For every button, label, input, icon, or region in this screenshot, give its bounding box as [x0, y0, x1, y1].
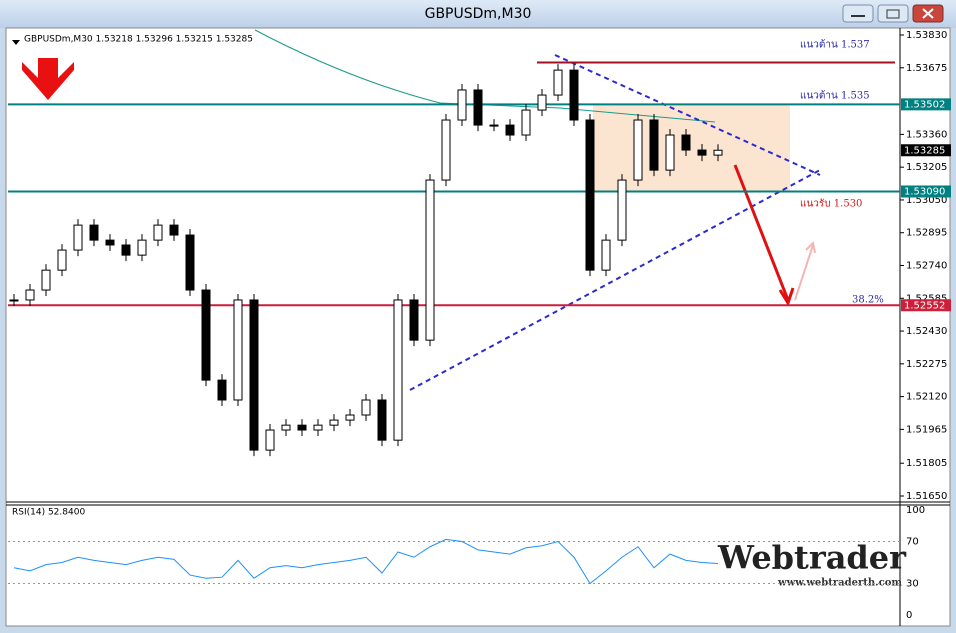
rsi-label: RSI(14) 52.8400	[12, 508, 85, 518]
price-label-box	[901, 98, 951, 111]
candle-body	[265, 429, 275, 451]
candle-body	[697, 149, 707, 156]
candle-body	[345, 414, 355, 421]
candle-body	[25, 289, 35, 301]
candle-body	[681, 134, 691, 151]
price-label-box	[901, 144, 951, 157]
candle-body	[233, 299, 243, 401]
candle-body	[41, 269, 51, 291]
candle-body	[521, 109, 531, 136]
y-tick-label: 1.52895	[906, 228, 947, 239]
candle-body	[329, 419, 339, 426]
candle-body	[425, 179, 435, 341]
y-tick-label: 1.52120	[906, 392, 947, 403]
rsi-tick-label: 70	[906, 537, 919, 548]
candle-body	[409, 299, 419, 341]
y-tick-label: 1.51805	[906, 458, 947, 469]
rsi-tick-label: 100	[906, 505, 925, 516]
candle-body	[473, 89, 483, 126]
candle-body	[105, 239, 115, 246]
y-tick-label: 1.53830	[906, 30, 947, 41]
candle-body	[57, 249, 67, 271]
rsi-tick-label: 0	[906, 610, 912, 621]
alt-arrow	[794, 240, 816, 301]
candle-body	[633, 119, 643, 181]
candle-body	[201, 289, 211, 381]
y-tick-label: 1.52740	[906, 261, 947, 272]
candle-body	[441, 119, 451, 181]
trendline	[554, 54, 821, 176]
candle-body	[713, 149, 723, 156]
candle-body	[377, 399, 387, 441]
candle-body	[9, 299, 19, 302]
candle-body	[393, 299, 403, 441]
candle-body	[153, 224, 163, 241]
rsi-line	[13, 538, 719, 585]
candle-body	[649, 119, 659, 171]
y-tick-label: 1.53675	[906, 63, 947, 74]
candle-body	[89, 224, 99, 241]
price-label: 1.53090	[904, 186, 945, 197]
price-label-box	[901, 185, 951, 198]
annotation: แนวต้าน 1.537	[800, 39, 870, 51]
candle-body	[73, 224, 83, 251]
y-tick-label: 1.51650	[906, 491, 947, 502]
annotation: แนวรับ 1.530	[800, 199, 862, 210]
candle-body	[297, 424, 307, 431]
candle-body	[617, 179, 627, 241]
candle-body	[137, 239, 147, 256]
candle-body	[361, 399, 371, 416]
window-title: GBPUSDm,M30	[425, 6, 532, 22]
y-tick-label: 1.52585	[906, 293, 947, 304]
candle-body	[585, 119, 595, 271]
annotation: 38.2%	[852, 295, 884, 306]
candle-body	[457, 89, 467, 121]
candle-body	[553, 69, 563, 96]
moving-average	[254, 29, 716, 123]
candle-body	[601, 239, 611, 271]
candle-body	[185, 234, 195, 291]
watermark-brand: Webtrader	[717, 539, 907, 577]
candle-body	[249, 299, 259, 451]
maximize-button[interactable]	[877, 4, 909, 23]
price-label: 1.52552	[904, 300, 945, 311]
candle-body	[665, 134, 675, 171]
price-label-box	[901, 299, 951, 312]
y-tick-label: 1.53050	[906, 195, 947, 206]
symbol-info: GBPUSDm,M30 1.53218 1.53296 1.53215 1.53…	[24, 35, 253, 45]
forecast-arrow	[733, 164, 790, 301]
down-arrow-icon	[22, 58, 74, 100]
y-tick-label: 1.52275	[906, 359, 947, 370]
annotation: แนวต้าน 1.535	[800, 90, 870, 102]
y-tick-label: 1.53360	[906, 129, 947, 140]
candle-body	[121, 244, 131, 256]
candle-body	[217, 379, 227, 401]
y-tick-label: 1.52430	[906, 326, 947, 337]
y-tick-label: 1.51965	[906, 424, 947, 435]
price-label: 1.53502	[904, 99, 945, 110]
candle-body	[281, 424, 291, 431]
minimize-button[interactable]	[842, 4, 874, 23]
y-tick-label: 1.53205	[906, 162, 947, 173]
rsi-tick-label: 30	[906, 579, 919, 590]
candle-body	[169, 224, 179, 236]
candle-body	[569, 69, 579, 121]
candle-body	[537, 94, 547, 111]
title-bar	[0, 0, 956, 28]
candle-body	[313, 424, 323, 431]
window-controls[interactable]	[842, 4, 944, 23]
candle-body	[505, 124, 515, 136]
candle-body	[489, 124, 499, 127]
last-price-label: 1.53285	[904, 145, 945, 156]
